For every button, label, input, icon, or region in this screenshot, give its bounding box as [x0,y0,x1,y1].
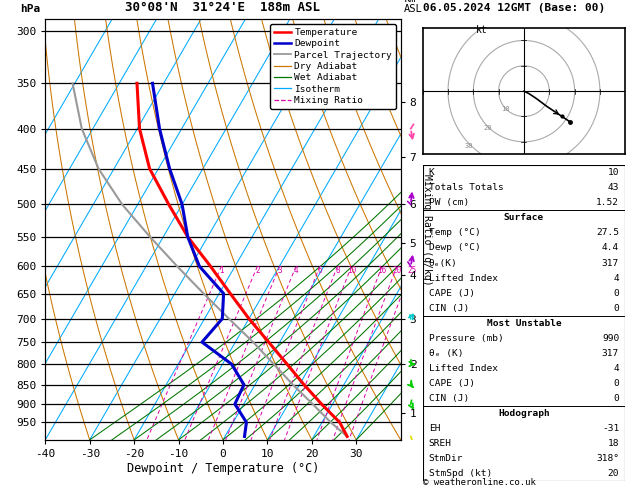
Text: Hodograph: Hodograph [498,409,550,418]
Text: 30°08'N  31°24'E  188m ASL: 30°08'N 31°24'E 188m ASL [125,1,321,15]
Text: 4: 4 [294,266,298,276]
Text: Totals Totals: Totals Totals [429,183,503,192]
Text: 27.5: 27.5 [596,228,619,238]
Text: 1: 1 [219,266,224,276]
Text: 2: 2 [255,266,260,276]
Text: hPa: hPa [20,4,41,15]
Text: K: K [429,168,435,177]
Text: 0: 0 [613,379,619,388]
Legend: Temperature, Dewpoint, Parcel Trajectory, Dry Adiabat, Wet Adiabat, Isotherm, Mi: Temperature, Dewpoint, Parcel Trajectory… [270,24,396,109]
Text: Lifted Index: Lifted Index [429,274,498,282]
Text: 317: 317 [602,349,619,358]
Text: 990: 990 [602,334,619,343]
Text: Lifted Index: Lifted Index [429,364,498,373]
Text: Pressure (mb): Pressure (mb) [429,334,503,343]
Text: Most Unstable: Most Unstable [487,319,561,328]
Text: CAPE (J): CAPE (J) [429,289,475,297]
Text: CAPE (J): CAPE (J) [429,379,475,388]
Text: StmSpd (kt): StmSpd (kt) [429,469,492,478]
Text: 3: 3 [277,266,282,276]
X-axis label: Dewpoint / Temperature (°C): Dewpoint / Temperature (°C) [127,462,319,475]
Text: PW (cm): PW (cm) [429,198,469,208]
Text: 20: 20 [483,124,492,131]
Text: CIN (J): CIN (J) [429,394,469,403]
Text: -31: -31 [602,424,619,433]
Text: 20: 20 [608,469,619,478]
Text: 8: 8 [335,266,340,276]
Text: 0: 0 [613,394,619,403]
Text: 18: 18 [608,439,619,448]
Text: 1.52: 1.52 [596,198,619,208]
Text: Dewp (°C): Dewp (°C) [429,243,481,252]
Text: 10: 10 [347,266,356,276]
Text: 0: 0 [613,289,619,297]
Text: StmDir: StmDir [429,454,464,463]
Text: EH: EH [429,424,440,433]
Text: Temp (°C): Temp (°C) [429,228,481,238]
Text: 4.4: 4.4 [602,243,619,252]
Text: Mixing Ratio (g/kg): Mixing Ratio (g/kg) [422,174,432,285]
Text: CIN (J): CIN (J) [429,304,469,312]
Text: 20: 20 [392,266,401,276]
Text: 43: 43 [608,183,619,192]
Text: kt: kt [476,25,487,35]
Text: SREH: SREH [429,439,452,448]
Text: 10: 10 [608,168,619,177]
Text: θₑ(K): θₑ(K) [429,259,457,267]
Text: Surface: Surface [504,213,544,223]
Text: 06.05.2024 12GMT (Base: 00): 06.05.2024 12GMT (Base: 00) [423,2,605,13]
Text: 25: 25 [408,266,416,276]
Text: 16: 16 [377,266,387,276]
Text: © weatheronline.co.uk: © weatheronline.co.uk [423,478,535,486]
Text: 4: 4 [613,364,619,373]
Text: 317: 317 [602,259,619,267]
Text: 6: 6 [318,266,322,276]
Text: 0: 0 [613,304,619,312]
Text: 318°: 318° [596,454,619,463]
Text: 30: 30 [465,143,474,149]
Text: 4: 4 [613,274,619,282]
Text: 10: 10 [501,106,510,112]
Text: km
ASL: km ASL [404,0,423,15]
Text: θₑ (K): θₑ (K) [429,349,464,358]
